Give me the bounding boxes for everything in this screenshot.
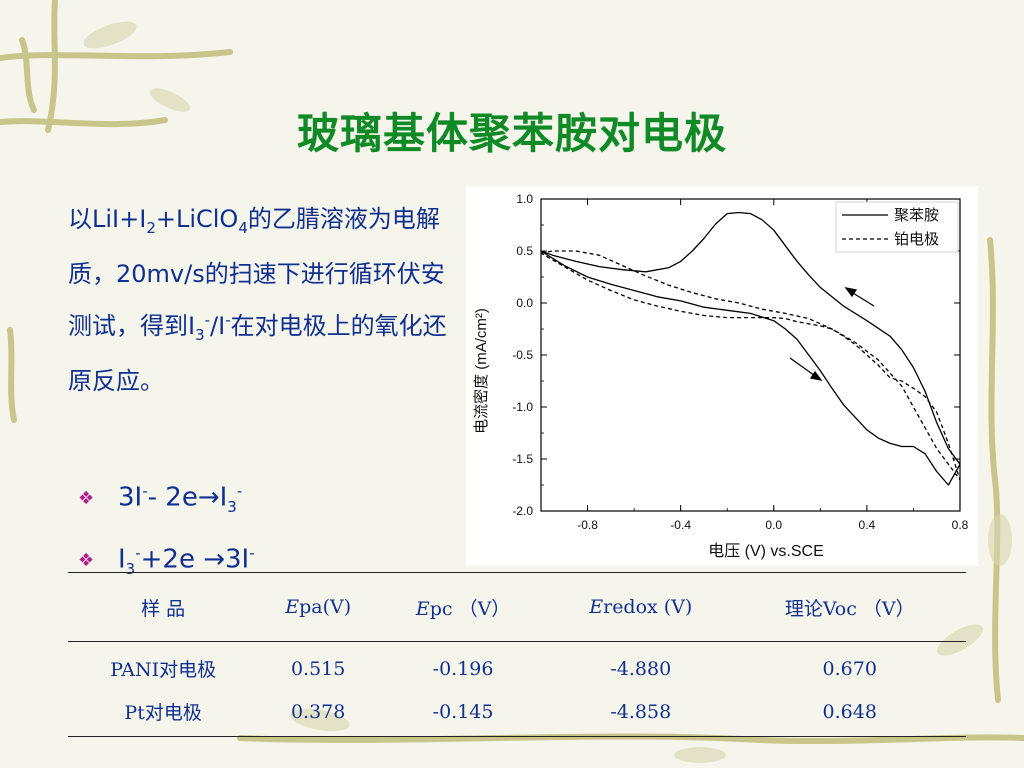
table-cell: 0.378: [258, 690, 379, 737]
table-row: Pt对电极 0.378 -0.145 -4.858 0.648: [68, 690, 966, 737]
reaction-equation: 3I-- 2e→I3-: [118, 482, 243, 516]
x-tick-label: -0.4: [670, 518, 691, 532]
header-epa: Epa(V): [258, 572, 379, 642]
y-tick-label: 0.0: [516, 296, 533, 310]
legend-label: 铂电极: [894, 230, 939, 248]
table-cell: PANI对电极: [110, 659, 217, 681]
cv-chart: -0.8 -0.4 0.0 0.4 0.8 1.0 0.5 0.0 -0.5 -1.0 -1.5 -2…: [466, 186, 978, 566]
legend-label: 聚苯胺: [894, 206, 939, 224]
table-cell: 0.670: [822, 657, 877, 680]
diamond-bullet-icon: ❖: [78, 549, 95, 571]
y-axis-label: 电流密度 (mA/cm²): [473, 308, 490, 434]
table-cell: -0.145: [378, 690, 549, 737]
cathodic-arrow-head-icon: [809, 370, 823, 381]
slide-title: 玻璃基体聚苯胺对电极: [296, 109, 727, 158]
results-table: 样 品 Epa(V) Epc （V） Eredox (V) 理论Voc （V） …: [68, 572, 966, 737]
y-tick-label: -0.5: [512, 348, 533, 362]
y-tick-label: 1.0: [516, 192, 533, 206]
x-tick-label: -0.8: [577, 518, 598, 532]
description-paragraph: 以LiI+I2+LiClO4的乙腈溶液为电解质，20mv/s的扫速下进行循环伏安…: [68, 205, 447, 395]
header-epc: Epc （V）: [378, 572, 549, 642]
diamond-bullet-icon: ❖: [78, 487, 95, 509]
reaction-bullets: ❖ 3I-- 2e→I3- ❖ I3-+2e →3I-: [78, 468, 458, 592]
table-header-row: 样 品 Epa(V) Epc （V） Eredox (V) 理论Voc （V）: [68, 572, 966, 642]
x-tick-label: 0.4: [859, 518, 876, 532]
y-tick-label: -1.5: [512, 452, 533, 466]
table-cell: 0.515: [290, 657, 346, 680]
table-cell: -4.880: [610, 657, 672, 680]
y-tick-label: -2.0: [512, 504, 533, 518]
table-cell: Pt对电极: [68, 690, 259, 737]
table-row: PANI对电极 0.515 -0.196 -4.880 0.670: [68, 642, 966, 691]
header-sample: 样 品: [68, 572, 259, 642]
table-cell: -4.858: [548, 690, 734, 737]
y-tick-label: 0.5: [516, 244, 533, 258]
x-axis-label: 电压 (V) vs.SCE: [708, 542, 824, 560]
sweep-arrows: [789, 287, 875, 381]
y-tick-label: -1.0: [512, 400, 533, 414]
bullet-item-oxidation: ❖ 3I-- 2e→I3-: [78, 468, 458, 530]
header-voc: 理论Voc （V）: [733, 572, 966, 642]
x-tick-label: 0.8: [952, 518, 969, 532]
header-eredox: Eredox (V): [548, 572, 734, 642]
series-line-pani: [540, 211, 961, 486]
x-tick-label: 0.0: [765, 518, 782, 532]
legend-box: [835, 201, 959, 253]
anodic-arrow-head-icon: [844, 287, 858, 298]
table-cell: -0.196: [432, 657, 494, 680]
table-cell: 0.648: [733, 690, 966, 737]
series-line-pt: [540, 250, 961, 481]
bullet-item-reduction: ❖ I3-+2e →3I-: [78, 530, 458, 592]
reaction-equation: I3-+2e →3I-: [118, 543, 255, 578]
